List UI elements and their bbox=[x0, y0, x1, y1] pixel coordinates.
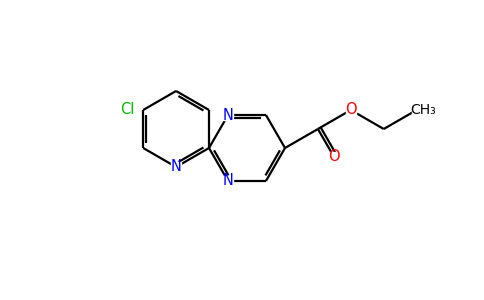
Bar bbox=[118, 105, 136, 115]
Text: N: N bbox=[223, 108, 233, 123]
Text: N: N bbox=[223, 173, 233, 188]
Bar bbox=[223, 111, 233, 120]
Text: N: N bbox=[171, 160, 182, 175]
Text: Cl: Cl bbox=[120, 103, 135, 118]
Text: O: O bbox=[345, 103, 357, 118]
Bar bbox=[329, 152, 339, 162]
Bar bbox=[346, 105, 356, 115]
Bar bbox=[223, 176, 233, 185]
Text: CH₃: CH₃ bbox=[410, 103, 436, 117]
Text: O: O bbox=[328, 149, 340, 164]
Bar bbox=[411, 105, 434, 115]
Bar bbox=[171, 163, 181, 172]
